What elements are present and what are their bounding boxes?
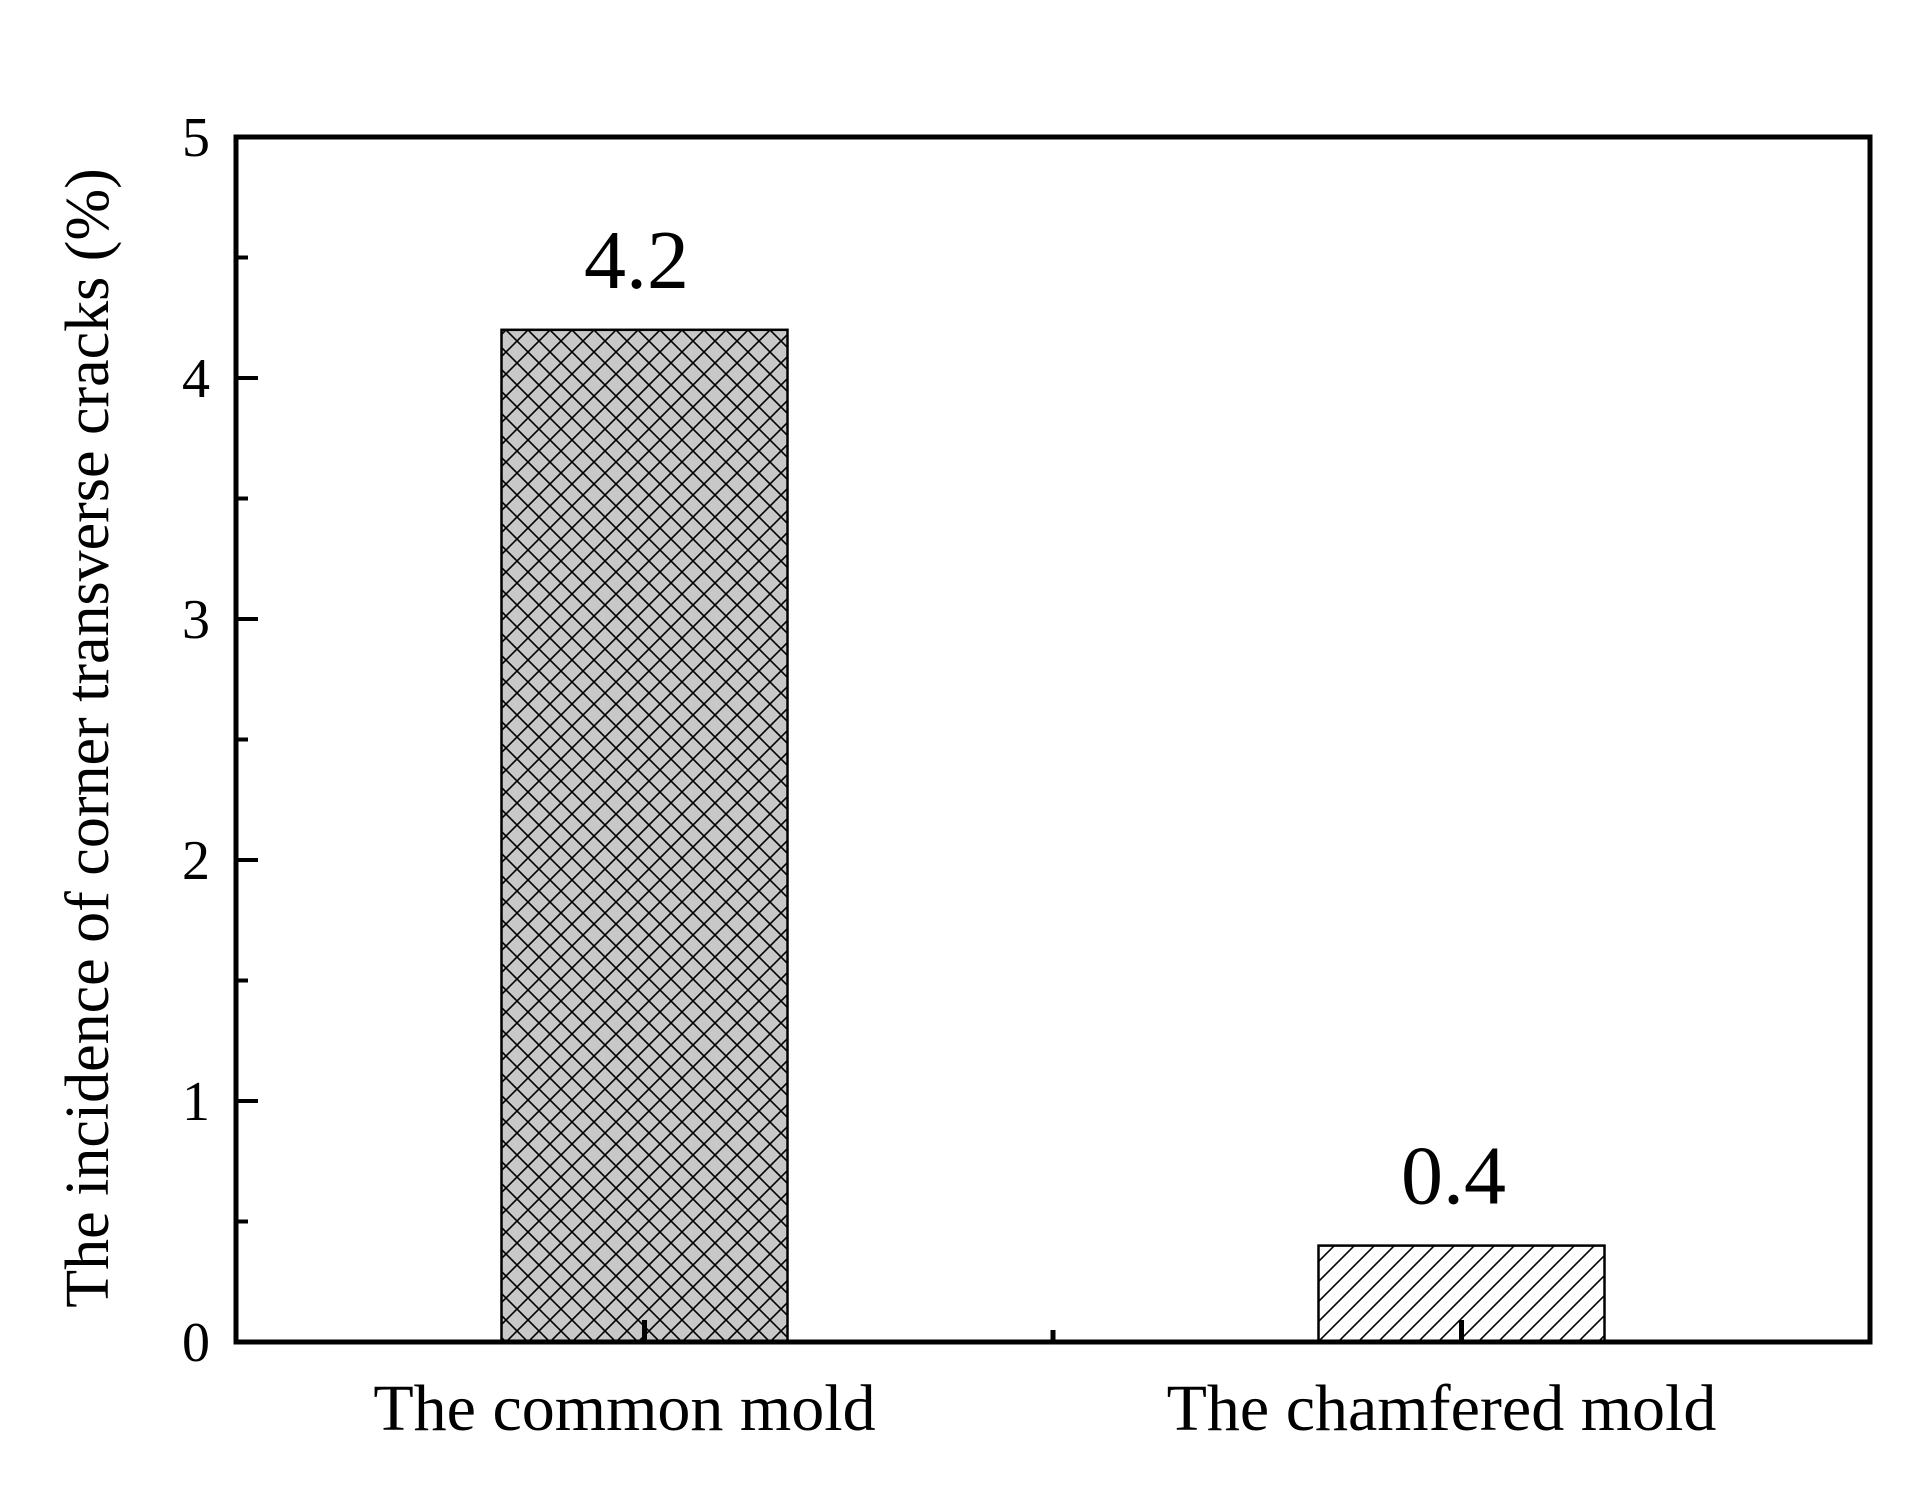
bars-layer: 4.2 0.4 — [500, 214, 1606, 1344]
y-tick-label-0: 0 — [182, 1312, 210, 1374]
data-label-2: 0.4 — [1401, 1130, 1506, 1223]
data-label-1: 4.2 — [584, 214, 689, 307]
y-tick-label-3: 3 — [182, 589, 210, 651]
bar-1 — [500, 328, 789, 1344]
y-tick-label-5: 5 — [182, 107, 210, 169]
x-ticks-layer: The common mold The chamfered mold — [373, 1320, 1716, 1445]
x-category-label-1: The common mold — [373, 1372, 875, 1445]
y-axis-title: The incidence of corner transverse crack… — [54, 168, 122, 1308]
plot-frame — [233, 134, 1873, 1345]
y-tick-label-2: 2 — [182, 830, 210, 892]
y-tick-label-1: 1 — [182, 1071, 210, 1133]
x-category-label-2: The chamfered mold — [1167, 1372, 1717, 1445]
y-tick-label-4: 4 — [182, 348, 210, 410]
y-ticks-layer: 0 1 2 3 4 5 — [182, 107, 258, 1374]
